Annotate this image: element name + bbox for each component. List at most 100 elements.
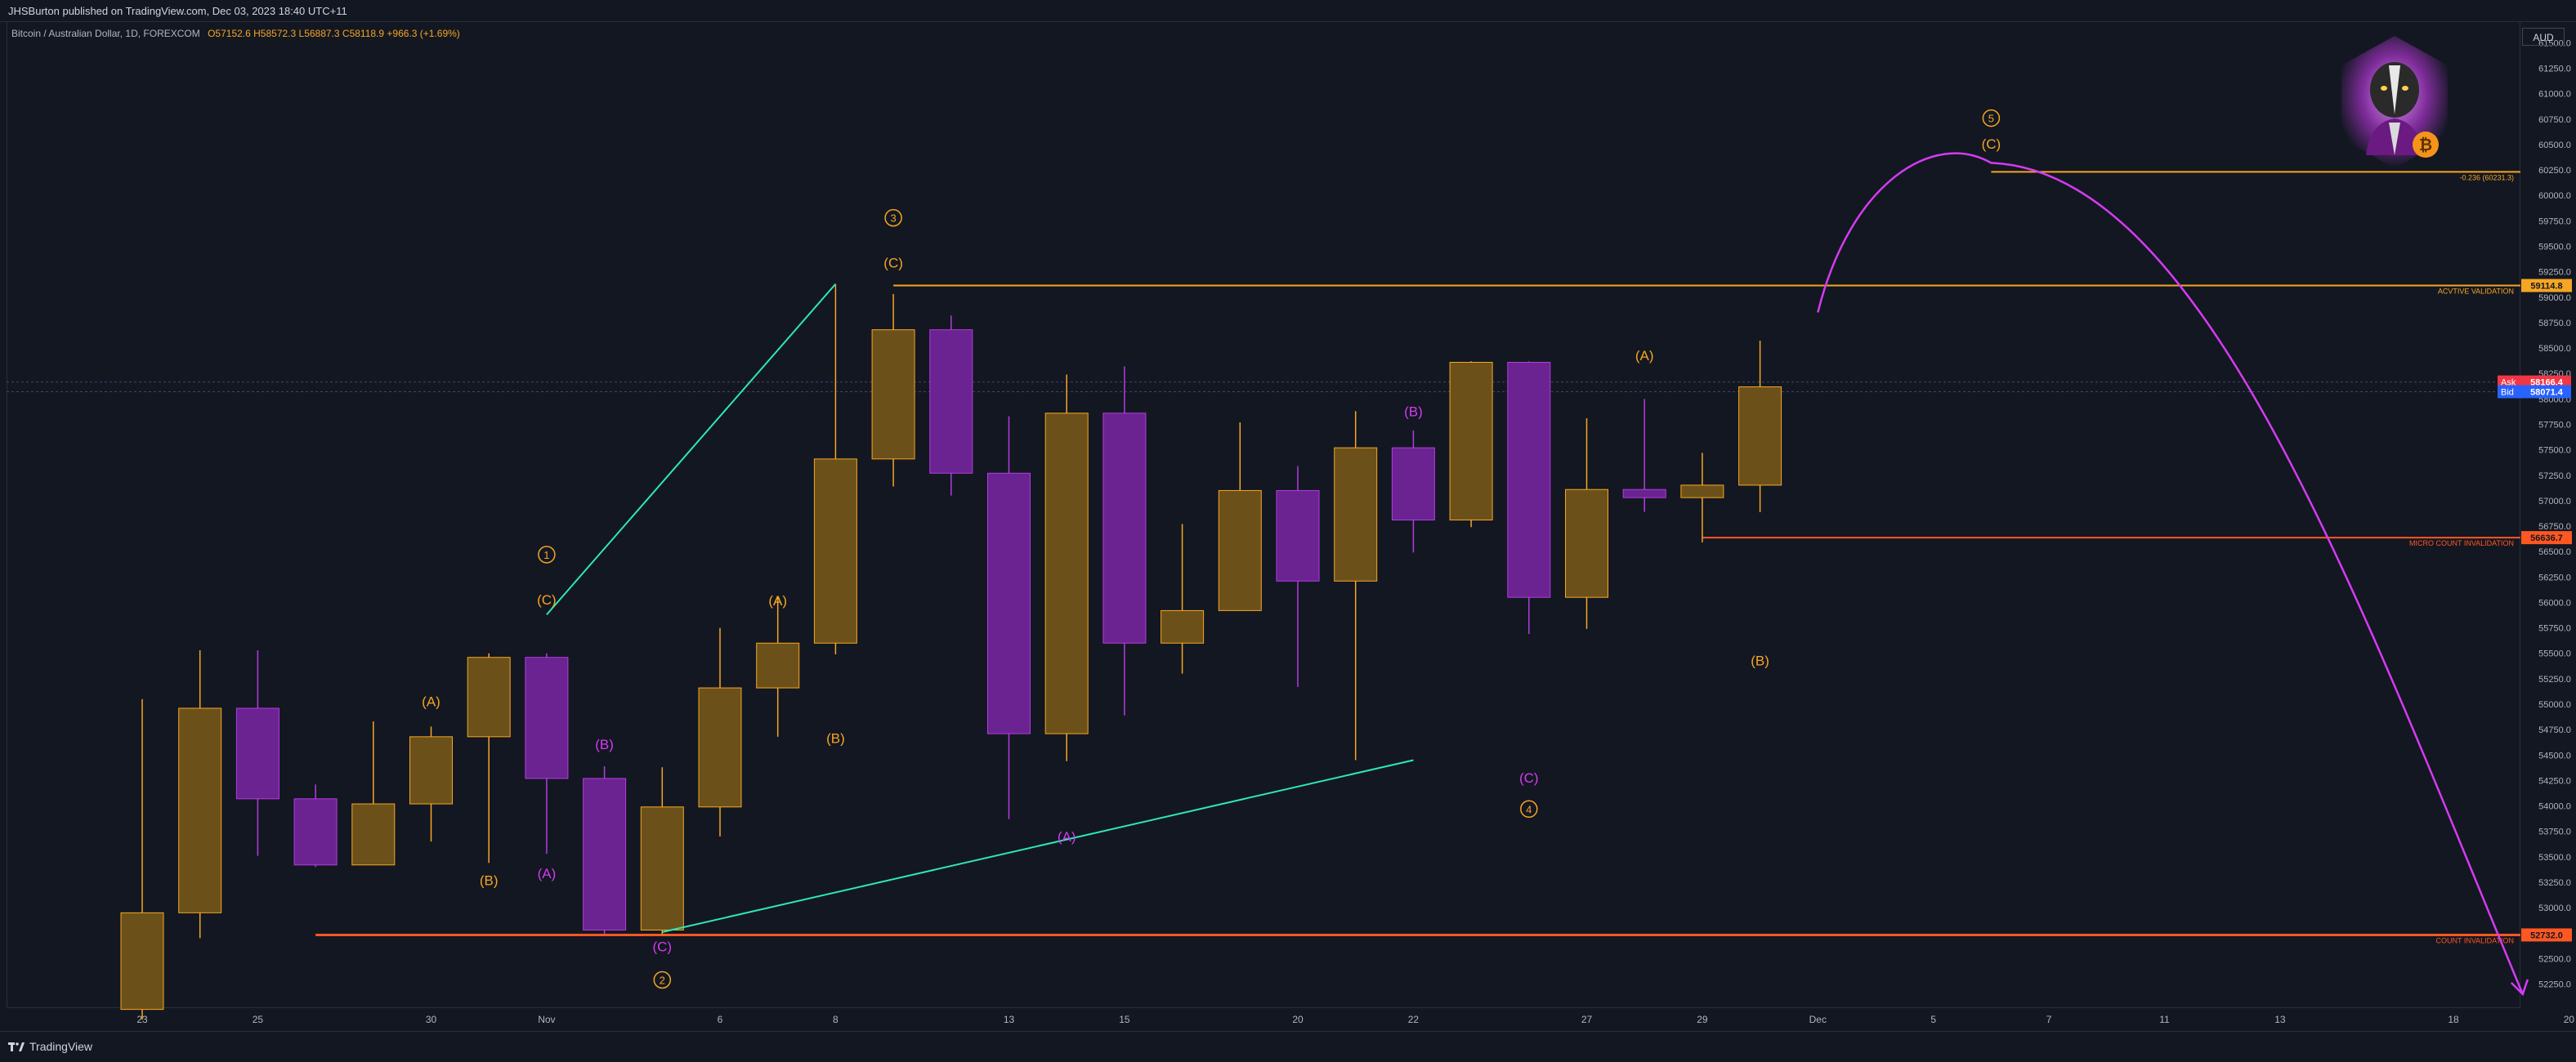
candle-body[interactable]	[1622, 489, 1666, 498]
candle-body[interactable]	[1391, 447, 1435, 521]
candle-body[interactable]	[813, 458, 857, 644]
candle-body[interactable]	[1102, 413, 1147, 644]
y-tick-label: 54250.0	[2538, 776, 2571, 786]
wave-label: (A)	[538, 866, 557, 881]
candle-body[interactable]	[351, 803, 396, 866]
y-tick-label: 53250.0	[2538, 878, 2571, 888]
projection-path[interactable]	[1817, 152, 2524, 995]
candle-body[interactable]	[1507, 361, 1551, 598]
candle-body[interactable]	[525, 657, 569, 779]
price-tag-label: 59114.8	[2530, 281, 2562, 291]
y-tick-label: 54750.0	[2538, 725, 2571, 735]
x-tick-label: 11	[2159, 1014, 2170, 1025]
wave-label: (B)	[1404, 404, 1423, 420]
candle-body[interactable]	[871, 329, 915, 460]
candle-body[interactable]	[1161, 609, 1205, 644]
x-tick-label: 13	[2274, 1014, 2286, 1025]
candle-body[interactable]	[120, 912, 164, 1011]
candle-body[interactable]	[756, 642, 800, 689]
price-tag	[2521, 279, 2572, 292]
candle-body[interactable]	[1334, 447, 1378, 582]
candle-body[interactable]	[698, 687, 742, 808]
candle-body[interactable]	[293, 798, 338, 866]
candle-body[interactable]	[1218, 489, 1262, 611]
price-line-label: ACVTIVE VALIDATION	[2438, 287, 2514, 295]
y-tick-label: 54500.0	[2538, 751, 2571, 761]
y-tick-label: 55250.0	[2538, 675, 2571, 685]
candle-body[interactable]	[1565, 489, 1608, 598]
x-tick-label: 8	[833, 1014, 839, 1025]
candle-body[interactable]	[1276, 489, 1320, 582]
quote-tag	[2498, 385, 2571, 399]
y-tick-label: 55750.0	[2538, 624, 2571, 634]
x-tick-label: 27	[1581, 1014, 1593, 1025]
wave-number-label: 3	[890, 212, 896, 225]
projection-arrowhead	[2510, 979, 2529, 997]
wave-label: (A)	[1058, 829, 1076, 845]
y-tick-label: 55500.0	[2538, 649, 2571, 659]
x-tick-label: 18	[2448, 1014, 2459, 1025]
wave-label: (C)	[883, 256, 903, 271]
legend-row: Bitcoin / Australian Dollar, 1D, FOREXCO…	[11, 28, 460, 39]
wave-label: (C)	[1982, 136, 2001, 152]
y-tick-label: 57500.0	[2538, 446, 2571, 456]
wave-number-circle	[884, 208, 902, 227]
ohlc-values: O57152.6 H58572.3 L56887.3 C58118.9 +966…	[208, 28, 460, 39]
candle-body[interactable]	[1449, 361, 1493, 521]
wave-label: (A)	[1635, 348, 1654, 364]
quote-price-label: 58071.4	[2530, 387, 2564, 397]
currency-button[interactable]: AUD	[2522, 28, 2565, 46]
trend-line[interactable]	[662, 759, 1414, 933]
candle-body[interactable]	[640, 806, 684, 930]
y-tick-label: 56250.0	[2538, 573, 2571, 582]
brand-label: TradingView	[29, 1040, 93, 1053]
y-tick-label: 57000.0	[2538, 497, 2571, 506]
wave-label: (B)	[826, 730, 845, 746]
y-tick-label: 61000.0	[2538, 90, 2571, 100]
author-avatar: ₿	[2341, 36, 2448, 168]
wave-number-circle	[653, 971, 672, 989]
y-tick-label: 60750.0	[2538, 115, 2571, 125]
y-tick-label: 52250.0	[2538, 980, 2571, 990]
y-tick-label: 53500.0	[2538, 853, 2571, 863]
price-line-label: -0.236 (60231.3)	[2459, 173, 2514, 181]
footer-bar: TradingView	[0, 1031, 2576, 1062]
candle-body[interactable]	[929, 329, 973, 474]
candle-body[interactable]	[987, 472, 1031, 734]
wave-label: (A)	[422, 694, 441, 709]
candle-body[interactable]	[1044, 413, 1089, 734]
price-line-label: MICRO COUNT INVALIDATION	[2409, 539, 2514, 547]
wave-number-circle	[1982, 109, 2001, 127]
wave-label: (C)	[652, 939, 672, 955]
candle-body[interactable]	[583, 778, 627, 930]
price-line-label: COUNT INVALIDATION	[2435, 936, 2514, 944]
publisher-line: JHSBurton published on TradingView.com, …	[8, 5, 347, 17]
y-tick-label: 59500.0	[2538, 243, 2571, 252]
y-tick-label: 58750.0	[2538, 319, 2571, 328]
candle-body[interactable]	[467, 657, 511, 738]
y-tick-label: 53750.0	[2538, 828, 2571, 837]
y-tick-label: 58500.0	[2538, 344, 2571, 354]
wave-label: (A)	[768, 593, 787, 609]
quote-side-label: Bid	[2501, 387, 2514, 397]
tradingview-brand[interactable]: TradingView	[8, 1040, 92, 1053]
y-tick-label: 56750.0	[2538, 522, 2571, 532]
symbol-name[interactable]: Bitcoin / Australian Dollar, 1D, FOREXCO…	[11, 28, 200, 39]
y-tick-label: 60250.0	[2538, 166, 2571, 176]
candle-body[interactable]	[409, 736, 453, 805]
y-tick-label: 60500.0	[2538, 141, 2571, 150]
y-tick-label: 53000.0	[2538, 904, 2571, 913]
wave-number-label: 5	[1988, 113, 1994, 125]
candle-body[interactable]	[1738, 386, 1782, 486]
candle-body[interactable]	[178, 707, 222, 913]
wave-number-label: 4	[1526, 803, 1532, 815]
x-tick-label: 5	[1930, 1014, 1936, 1025]
y-tick-label: 59000.0	[2538, 293, 2571, 303]
trend-line[interactable]	[546, 283, 837, 616]
candle-body[interactable]	[1680, 484, 1724, 498]
wave-label: (B)	[595, 737, 614, 752]
price-tag	[2521, 531, 2572, 545]
x-tick-label: 7	[2046, 1014, 2052, 1025]
candle-body[interactable]	[235, 707, 280, 800]
